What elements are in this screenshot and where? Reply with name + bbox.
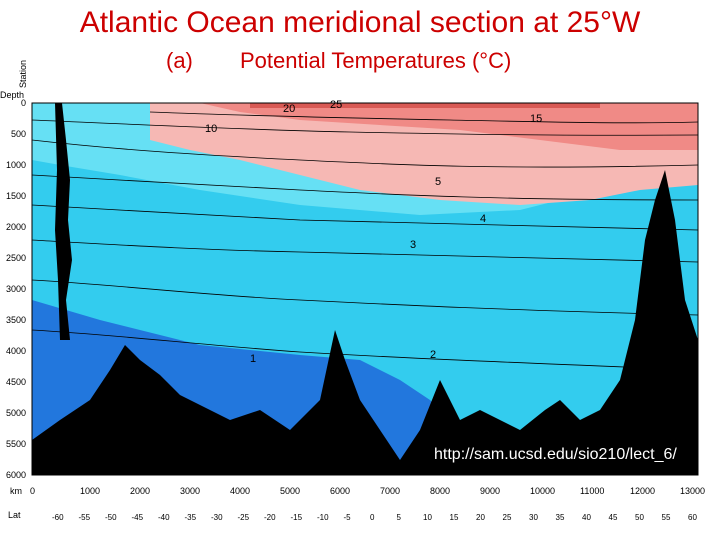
lat-tick-label: 40 (582, 513, 591, 522)
lat-tick-label: -15 (290, 513, 303, 522)
depth-tick-label: 2000 (5, 222, 26, 232)
depth-tick-label: 1000 (5, 160, 26, 170)
contour-label: 10 (205, 123, 217, 135)
lat-tick-label: 45 (608, 513, 618, 522)
contour-label: 20 (283, 103, 295, 115)
lat-axis-label: Lat (8, 510, 21, 520)
km-tick-label: 1000 (80, 486, 101, 496)
lat-tick-label: 0 (370, 513, 375, 522)
km-tick-label: 5000 (280, 486, 301, 496)
depth-tick-label: 0 (20, 98, 26, 108)
lat-tick-label: -40 (158, 513, 170, 522)
contour-label: 25 (330, 99, 342, 111)
lat-tick-label: 25 (502, 513, 512, 522)
warm-core (200, 103, 698, 150)
km-tick-label: 11000 (580, 486, 605, 496)
contour-label: 15 (530, 113, 542, 125)
depth-tick-label: 3000 (5, 284, 26, 294)
depth-tick-label: 1500 (5, 191, 26, 201)
lat-tick-label: -10 (317, 513, 329, 522)
isotherms (32, 111, 698, 371)
lat-tick-label: -35 (184, 513, 197, 522)
depth-tick-label: 4000 (5, 346, 26, 356)
km-tick-label: 4000 (230, 486, 251, 496)
figure-title: Atlantic Ocean meridional section at 25°… (79, 6, 641, 39)
depth-tick-label: 5000 (5, 408, 26, 418)
lat-tick-label: -25 (237, 513, 250, 522)
depth-tick-label: 500 (10, 129, 26, 139)
contour-label: 3 (410, 239, 416, 251)
km-tick-label: 13000 (680, 486, 706, 496)
lat-tick-label: 20 (476, 513, 485, 522)
km-tick-label: 7000 (380, 486, 401, 496)
lat-tick-label: 55 (661, 513, 671, 522)
km-tick-label: 0 (30, 486, 36, 496)
km-tick-label: 9000 (480, 486, 501, 496)
lat-tick-label: -5 (343, 513, 351, 522)
lat-tick-label: 10 (423, 513, 432, 522)
lat-tick-label: -45 (131, 513, 144, 522)
figure-subtitle: Potential Temperatures (°C) (240, 48, 512, 73)
lat-tick-label: -20 (264, 513, 276, 522)
contour-label: 2 (430, 349, 436, 361)
contour-label: 1 (250, 353, 256, 365)
km-tick-label: 12000 (630, 486, 656, 496)
km-tick-label: 3000 (180, 486, 201, 496)
lat-tick-label: 60 (688, 513, 697, 522)
depth-axis-label: Depth (0, 90, 25, 100)
lat-tick-label: -30 (211, 513, 223, 522)
km-tick-label: 8000 (430, 486, 451, 496)
depth-tick-label: 2500 (5, 253, 26, 263)
source-url: http://sam.ucsd.edu/sio210/lect_6/ (434, 446, 677, 463)
km-axis-label: km (10, 486, 22, 496)
depth-tick-label: 4500 (5, 377, 26, 387)
lat-tick-label: -50 (105, 513, 117, 522)
lat-tick-label: 35 (555, 513, 565, 522)
km-tick-label: 6000 (330, 486, 351, 496)
seafloor (32, 170, 698, 475)
contour-label: 4 (480, 213, 486, 225)
depth-tick-label: 5500 (5, 439, 26, 449)
surface-layer (250, 103, 600, 108)
depth-tick-label: 3500 (5, 315, 26, 325)
contour-label: 5 (435, 176, 441, 188)
lat-tick-label: -60 (52, 513, 64, 522)
depth-tick-label: 6000 (5, 470, 26, 480)
lat-tick-label: 30 (529, 513, 538, 522)
lat-tick-label: -55 (78, 513, 91, 522)
panel-label: (a) (166, 48, 193, 73)
km-tick-label: 2000 (130, 486, 151, 496)
lat-tick-label: 15 (449, 513, 459, 522)
km-tick-label: 10000 (530, 486, 556, 496)
lat-tick-label: 5 (396, 513, 401, 522)
lat-tick-label: 50 (635, 513, 644, 522)
southern-ridge (55, 103, 72, 340)
